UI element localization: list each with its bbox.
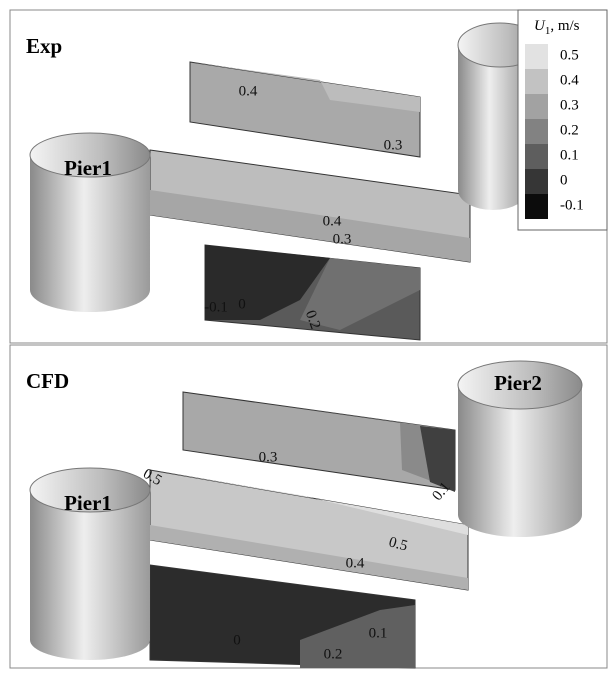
contour-label: 0 bbox=[238, 296, 246, 312]
contour-label: -0.1 bbox=[204, 299, 228, 315]
legend-label: 0.3 bbox=[560, 97, 579, 113]
legend-swatch bbox=[525, 119, 548, 144]
figure: Exp CFD Pier1 Pier1 Pier2 U1, m/s 0.5 0.4… bbox=[0, 0, 612, 673]
legend-label: 0.4 bbox=[560, 72, 579, 88]
pier-label: Pier2 bbox=[494, 371, 542, 395]
contour-label: 0.1 bbox=[369, 625, 388, 641]
contour-label: 0.4 bbox=[346, 555, 365, 571]
legend-label: 0.2 bbox=[560, 122, 579, 138]
contour-label: 0.2 bbox=[324, 646, 343, 662]
legend-swatch bbox=[525, 69, 548, 94]
contour-label: 0.4 bbox=[239, 83, 258, 99]
legend-swatch bbox=[525, 194, 548, 219]
panel-label: Exp bbox=[26, 34, 62, 58]
legend-title: U1, m/s bbox=[534, 18, 580, 36]
pier-base bbox=[30, 268, 150, 312]
pier-base bbox=[30, 620, 150, 660]
contour-label: 0 bbox=[233, 632, 241, 648]
legend-unit: , m/s bbox=[550, 18, 579, 34]
pier-label: Pier1 bbox=[64, 156, 112, 180]
legend-swatch bbox=[525, 169, 548, 194]
legend-label: -0.1 bbox=[560, 197, 584, 213]
contour-label: 0.4 bbox=[323, 213, 342, 229]
contour-label: 0.3 bbox=[384, 137, 403, 153]
legend-label: 0.1 bbox=[560, 147, 579, 163]
legend-label: 0 bbox=[560, 172, 568, 188]
contour-label: 0.3 bbox=[333, 231, 352, 247]
contour-label: 0.3 bbox=[259, 449, 278, 465]
panel-label: CFD bbox=[26, 369, 69, 393]
legend-swatch bbox=[525, 94, 548, 119]
pier-label: Pier1 bbox=[64, 491, 112, 515]
legend-label: 0.5 bbox=[560, 47, 579, 63]
legend-swatch bbox=[525, 44, 548, 69]
legend-swatch bbox=[525, 144, 548, 169]
pier-base bbox=[458, 493, 582, 537]
